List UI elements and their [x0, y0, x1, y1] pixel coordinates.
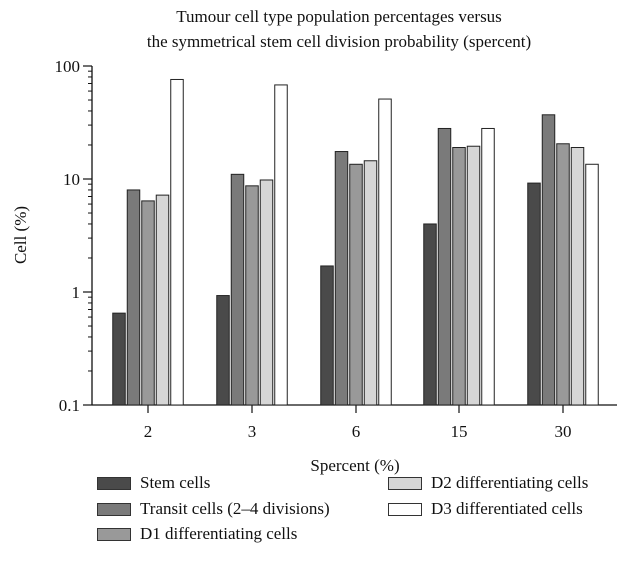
- bar-stem-cells-6: [320, 265, 334, 406]
- chart-title-line-1: Tumour cell type population percentages …: [176, 7, 502, 26]
- bar-transit-cells-2-4-divisions-6: [334, 151, 349, 406]
- bar-d2-differentiating-cells-3: [259, 179, 274, 406]
- y-tick-label: 1: [72, 283, 81, 302]
- y-tick-label: 0.1: [59, 396, 80, 415]
- y-tick-label: 10: [63, 170, 80, 189]
- bar-d1-differentiating-cells-3: [245, 185, 259, 406]
- bar-d2-differentiating-cells-6: [363, 160, 378, 406]
- bar-transit-cells-2-4-divisions-3: [230, 173, 245, 406]
- bar-d3-differentiated-cells-30: [585, 163, 599, 406]
- bar-d2-differentiating-cells-30: [570, 147, 585, 406]
- bar-d1-differentiating-cells-15: [452, 147, 466, 406]
- x-axis-label: Spercent (%): [310, 456, 399, 475]
- x-tick-label: 2: [144, 422, 153, 441]
- bar-d3-differentiated-cells-3: [274, 84, 288, 406]
- chart-title-line-2: the symmetrical stem cell division proba…: [147, 32, 531, 51]
- bar-stem-cells-15: [423, 223, 437, 406]
- x-tick-label: 3: [248, 422, 257, 441]
- bar-d1-differentiating-cells-6: [349, 163, 363, 406]
- bar-d1-differentiating-cells-2: [141, 200, 155, 406]
- bar-d3-differentiated-cells-2: [170, 78, 184, 406]
- y-tick-label: 100: [55, 57, 81, 76]
- bar-d2-differentiating-cells-15: [466, 145, 481, 406]
- y-axis-label: Cell (%): [11, 206, 30, 264]
- bar-transit-cells-2-4-divisions-2: [126, 189, 141, 406]
- plot-area: 0.1 1 10 100 2 3 6 15 30: [55, 57, 617, 441]
- x-tick-label: 15: [451, 422, 468, 441]
- bar-d3-differentiated-cells-15: [481, 127, 495, 406]
- bar-stem-cells-30: [527, 182, 541, 406]
- bar-stem-cells-2: [112, 312, 126, 406]
- bar-d3-differentiated-cells-6: [378, 98, 392, 406]
- bar-stem-cells-3: [216, 295, 230, 406]
- bar-transit-cells-2-4-divisions-30: [541, 114, 556, 406]
- x-tick-label: 6: [352, 422, 361, 441]
- bar-transit-cells-2-4-divisions-15: [437, 127, 452, 406]
- bar-d1-differentiating-cells-30: [556, 143, 570, 406]
- x-tick-label: 30: [555, 422, 572, 441]
- bar-d2-differentiating-cells-2: [155, 194, 170, 406]
